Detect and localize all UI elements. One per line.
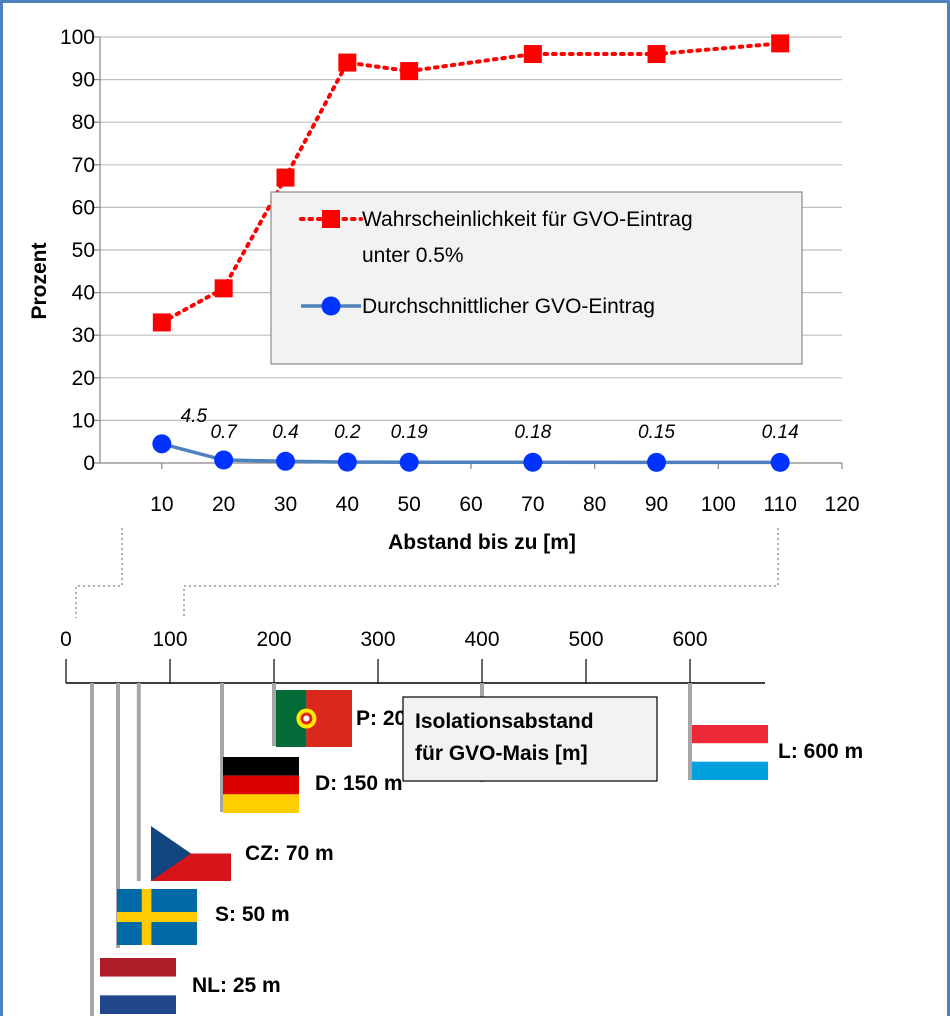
legend-blue-marker [321, 296, 341, 316]
blue-marker-30 [276, 451, 295, 471]
isolation-tick-label-100: 100 [152, 628, 187, 651]
legend: Wahrscheinlichkeit für GVO-Eintrag unter… [270, 191, 803, 365]
x-tick-label-60: 60 [459, 493, 482, 516]
red-marker-110 [771, 34, 790, 53]
y-tick-label-50: 50 [72, 239, 95, 262]
legend-blue-label: Durchschnittlicher GVO-Eintrag [362, 295, 655, 318]
red-marker-10 [152, 313, 171, 332]
y-tick-label-60: 60 [72, 196, 95, 219]
data-label-110: 0.14 [762, 422, 799, 443]
x-tick-label-30: 30 [274, 493, 297, 516]
data-label-90: 0.15 [638, 422, 675, 443]
isolation-tick-label-200: 200 [256, 628, 291, 651]
y-tick-labels: 0 10 20 30 40 50 60 70 80 90 100 [60, 26, 95, 475]
flag-de [223, 757, 299, 813]
flag-se [117, 889, 197, 945]
isolation-tick-label-300: 300 [360, 628, 395, 651]
x-tick-label-110: 110 [763, 493, 796, 516]
connector-left [75, 528, 123, 618]
isolation-title-line1: Isolationsabstand [415, 710, 594, 733]
blue-marker-10 [152, 434, 172, 454]
flag-label-cz: CZ: 70 m [245, 842, 334, 865]
x-axis-label: Abstand bis zu [m] [388, 531, 576, 554]
blue-marker-70 [523, 452, 543, 472]
x-tick-label-20: 20 [212, 493, 235, 516]
x-tick-label-100: 100 [701, 493, 736, 516]
flag-lu [692, 725, 768, 780]
y-tick-label-10: 10 [72, 409, 95, 432]
x-tick-label-10: 10 [150, 493, 173, 516]
red-marker-40 [338, 53, 357, 72]
flag-label-nl: NL: 25 m [192, 974, 281, 997]
connector-lines [75, 528, 779, 618]
y-tick-label-40: 40 [72, 282, 95, 305]
blue-marker-90 [647, 452, 666, 472]
data-label-50: 0.19 [391, 422, 428, 443]
flag-poles [90, 683, 692, 1016]
x-tick-label-120: 120 [824, 493, 859, 516]
isolation-tick-label-600: 600 [672, 628, 707, 651]
red-marker-70 [523, 45, 542, 64]
flag-nl [100, 958, 176, 1014]
data-label-70: 0.18 [514, 422, 551, 443]
y-tick-label-90: 90 [72, 69, 95, 92]
flag-label-se: S: 50 m [215, 903, 290, 926]
red-marker-30 [276, 168, 295, 187]
isolation-tick-label-400: 400 [464, 628, 499, 651]
y-tick-label-30: 30 [72, 324, 95, 347]
y-tick-label-80: 80 [72, 111, 95, 134]
y-tick-label-70: 70 [72, 154, 95, 177]
y-tick-label-100: 100 [60, 26, 95, 49]
flag-label-de: D: 150 m [315, 772, 403, 795]
blue-marker-50 [399, 452, 419, 472]
data-label-10: 4.5 [181, 406, 208, 427]
data-label-30: 0.4 [272, 422, 298, 443]
x-tick-labels: 10 20 30 40 50 60 70 80 90 100 110 120 [150, 493, 859, 516]
data-label-20: 0.7 [210, 422, 238, 443]
x-tick-label-90: 90 [645, 493, 668, 516]
flag-pt [276, 690, 352, 747]
y-tick-label-0: 0 [83, 452, 95, 475]
flag-label-lu: L: 600 m [778, 740, 863, 763]
y-axis-label: Prozent [28, 242, 51, 319]
red-marker-20 [214, 279, 233, 298]
flag-cz [151, 826, 231, 881]
red-marker-90 [647, 45, 666, 64]
x-tick-label-50: 50 [397, 493, 420, 516]
blue-marker-40 [337, 452, 357, 472]
isolation-title-box: Isolationsabstand für GVO-Mais [m] [402, 696, 658, 782]
isolation-scale-tick-labels: 0 100 200 300 400 500 600 [60, 628, 707, 651]
series-blue-line [161, 442, 781, 465]
isolation-tick-label-500: 500 [568, 628, 603, 651]
legend-red-line2: unter 0.5% [362, 244, 464, 267]
data-label-40: 0.2 [334, 422, 361, 443]
x-tick-label-80: 80 [583, 493, 606, 516]
x-tick-label-40: 40 [336, 493, 359, 516]
blue-marker-110 [770, 452, 790, 472]
x-tick-label-70: 70 [521, 493, 544, 516]
y-tick-label-20: 20 [72, 367, 95, 390]
connector-right [183, 528, 779, 618]
isolation-scale [65, 659, 765, 684]
red-marker-50 [400, 62, 419, 81]
isolation-title-line2: für GVO-Mais [m] [415, 742, 588, 765]
data-labels: 4.50.7 0.4 0.2 0.19 0.18 0.15 0.14 [181, 406, 799, 443]
series-red-line [159, 41, 783, 325]
isolation-tick-label-0: 0 [60, 628, 72, 651]
legend-red-marker [322, 210, 340, 228]
series [152, 34, 790, 472]
legend-red-line1: Wahrscheinlichkeit für GVO-Eintrag [362, 208, 693, 231]
blue-marker-20 [214, 450, 234, 470]
